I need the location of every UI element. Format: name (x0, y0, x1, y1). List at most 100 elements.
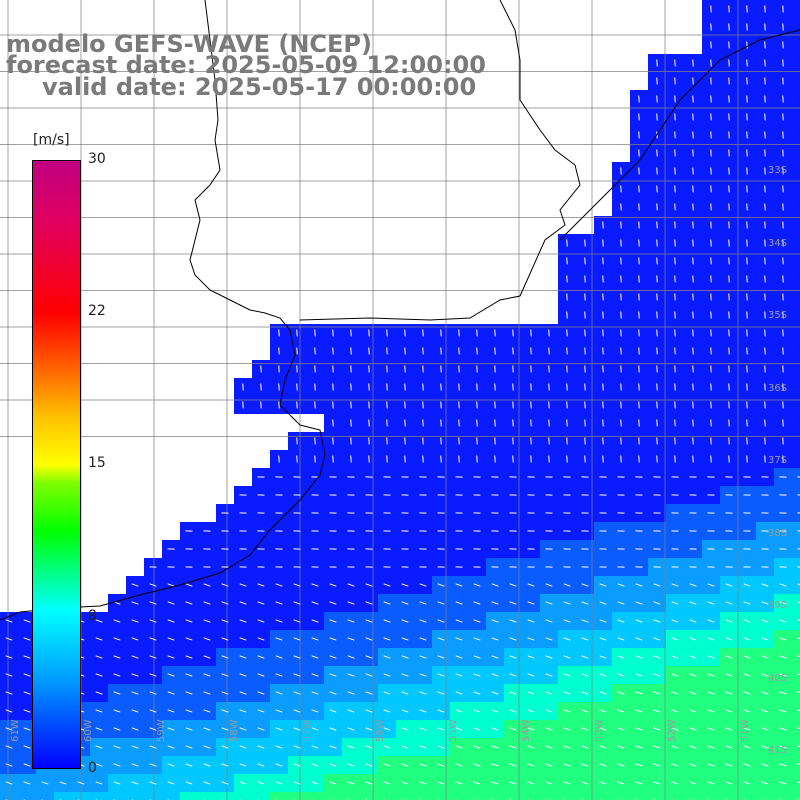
wind-arrow (473, 637, 481, 641)
wind-cell (468, 792, 486, 800)
wind-cell (288, 792, 306, 800)
wind-arrow (383, 691, 391, 695)
wind-cell (792, 306, 800, 324)
wind-arrow (581, 709, 589, 713)
wind-cell (630, 792, 648, 800)
wind-arrow (311, 601, 319, 605)
wind-arrow (239, 781, 247, 785)
wind-arrow (797, 691, 800, 694)
wind-arrow (203, 745, 211, 749)
wind-arrow (473, 763, 481, 767)
wind-arrow (455, 781, 463, 785)
wind-arrow (347, 655, 355, 659)
wind-arrow (257, 583, 265, 587)
wind-arrow (185, 583, 193, 587)
wind-arrow (581, 601, 589, 605)
wind-arrow (689, 583, 697, 587)
wind-arrow (257, 637, 265, 641)
wind-cell (558, 792, 576, 800)
wind-cell (792, 774, 800, 792)
wind-arrow (293, 727, 301, 731)
lat-label: 35S (768, 310, 788, 321)
wind-arrow (221, 691, 229, 695)
wind-arrow (545, 691, 553, 695)
wind-arrow (113, 763, 121, 767)
wind-arrow (635, 691, 643, 695)
wind-arrow (653, 619, 661, 623)
wind-arrow (401, 691, 409, 695)
wind-arrow (329, 763, 337, 767)
wind-arrow (779, 763, 787, 767)
wind-arrow (149, 691, 157, 695)
wind-arrow (671, 745, 679, 749)
wind-cell (792, 18, 800, 36)
wind-arrow (239, 691, 247, 695)
wind-arrow (113, 727, 121, 731)
wind-cell (792, 684, 800, 702)
wind-arrow (149, 781, 157, 785)
wind-arrow (185, 691, 193, 695)
wind-arrow (257, 691, 265, 695)
wind-arrow (329, 601, 337, 605)
wind-arrow (419, 673, 427, 677)
wind-arrow (599, 637, 607, 641)
wind-arrow (743, 655, 751, 659)
wind-cell (594, 792, 612, 800)
wind-arrow (5, 763, 13, 767)
lon-label: 56W (375, 719, 386, 742)
wind-arrow (581, 763, 589, 767)
wind-arrow (509, 655, 517, 659)
wind-arrow (617, 655, 625, 659)
wind-arrow (437, 637, 445, 641)
wind-cell (702, 792, 720, 800)
wind-arrow (149, 745, 157, 749)
wind-arrow (239, 673, 247, 677)
wind-arrow (671, 727, 679, 731)
wind-arrow (347, 619, 355, 623)
wind-arrow (95, 619, 103, 623)
wind-arrow (671, 619, 679, 623)
wind-cell (792, 378, 800, 396)
wind-cell (792, 450, 800, 468)
wind-arrow (311, 619, 319, 623)
wind-arrow (563, 709, 571, 713)
lon-label: 54W (521, 719, 532, 742)
wind-cell (792, 432, 800, 450)
wind-arrow (347, 727, 355, 731)
wind-arrow (347, 637, 355, 641)
wind-arrow (149, 709, 157, 713)
wind-arrow (185, 601, 193, 605)
wind-arrow (761, 691, 769, 695)
wind-arrow (635, 673, 643, 677)
wind-arrow (203, 727, 211, 731)
lon-label: 51W (740, 719, 751, 742)
wind-arrow (635, 745, 643, 749)
wind-cell (792, 108, 800, 126)
wind-arrow (725, 745, 733, 749)
wind-arrow (347, 673, 355, 677)
wind-arrow (509, 727, 517, 731)
wind-arrow (401, 583, 409, 587)
wind-arrow (293, 583, 301, 587)
wind-arrow (257, 655, 265, 659)
wind-cell (792, 792, 800, 800)
wind-arrow (293, 781, 301, 785)
wind-arrow (563, 673, 571, 677)
wind-arrow (545, 781, 553, 785)
wind-arrow (365, 745, 373, 749)
wind-arrow (329, 619, 337, 623)
wind-cell (792, 594, 800, 612)
wind-arrow (401, 709, 409, 713)
wind-arrow (221, 745, 229, 749)
wind-arrow (149, 673, 157, 677)
wind-arrow (275, 709, 283, 713)
wind-arrow (545, 763, 553, 767)
wind-arrow (311, 763, 319, 767)
wind-arrow (617, 745, 625, 749)
wind-arrow (563, 763, 571, 767)
lat-label: 40S (768, 673, 788, 684)
wind-arrow (167, 601, 175, 605)
wind-arrow (527, 583, 535, 587)
lat-label: 38S (768, 528, 788, 539)
wind-cell (792, 396, 800, 414)
